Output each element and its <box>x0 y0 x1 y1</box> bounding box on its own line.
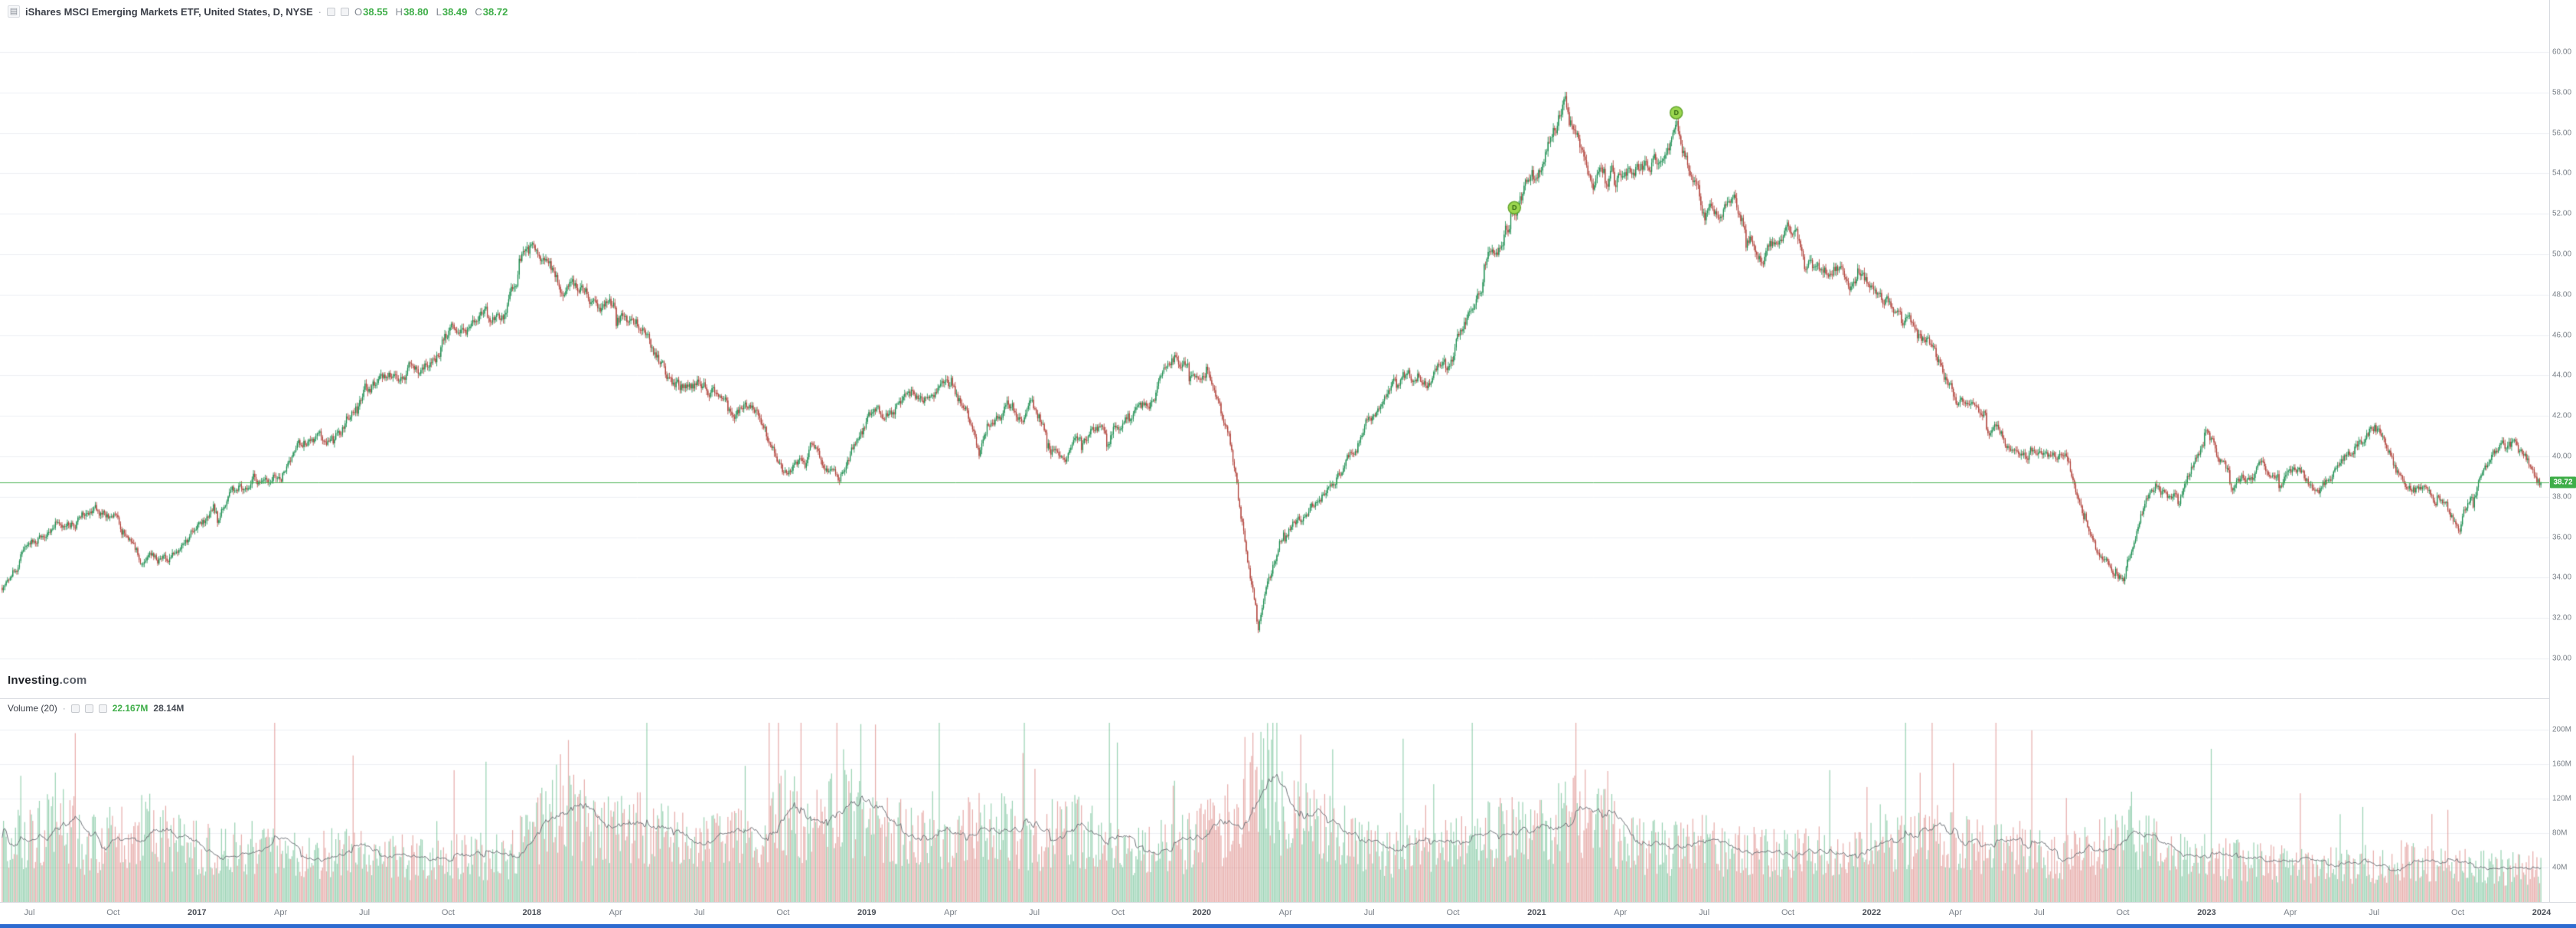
time-tick-label: Oct <box>1781 908 1795 917</box>
time-tick-label: Jul <box>1363 908 1375 917</box>
header-mini-icon-2[interactable] <box>341 7 349 16</box>
time-tick-label: Apr <box>274 908 288 917</box>
volume-current-value: 22.167M <box>112 703 149 714</box>
time-tick-label: Apr <box>944 908 958 917</box>
volume-tick-label: 80M <box>2552 828 2568 838</box>
volume-tick-label: 200M <box>2552 725 2572 734</box>
candlestick-chart-canvas[interactable] <box>0 0 2549 902</box>
volume-ma-value: 28.14M <box>153 703 184 714</box>
time-tick-label: Oct <box>2116 908 2130 917</box>
investing-com-logo: Investing.com <box>8 674 87 687</box>
price-tick-label: 52.00 <box>2552 209 2572 218</box>
price-tick-label: 36.00 <box>2552 533 2572 542</box>
time-tick-label: 2019 <box>857 908 877 917</box>
time-tick-label: 2021 <box>1527 908 1546 917</box>
time-tick-label: Jul <box>1029 908 1040 917</box>
price-tick-label: 32.00 <box>2552 613 2572 622</box>
price-tick-label: 60.00 <box>2552 47 2572 57</box>
volume-tick-label: 40M <box>2552 863 2568 872</box>
time-tick-label: Jul <box>2369 908 2380 917</box>
symbol-title: iShares MSCI Emerging Markets ETF, Unite… <box>25 5 313 18</box>
price-axis[interactable]: 30.00 32.00 34.00 36.00 38.00 40.00 42.00 44.00… <box>2549 0 2576 902</box>
volume-header-separator: · <box>62 703 66 714</box>
ohlc-values: O38.55 H38.80 L38.49 C38.72 <box>354 6 508 18</box>
time-tick-label: Apr <box>1948 908 1962 917</box>
symbol-header: ▤ iShares MSCI Emerging Markets ETF, Uni… <box>8 5 508 18</box>
price-tick-label: 40.00 <box>2552 452 2572 461</box>
ohlc-open: O38.55 <box>354 5 388 18</box>
time-tick-label: 2022 <box>1862 908 1882 917</box>
logo-suffix-text: .com <box>59 674 87 687</box>
price-tick-label: 54.00 <box>2552 168 2572 178</box>
time-tick-label: Jul <box>24 908 35 917</box>
time-tick-label: Oct <box>1111 908 1125 917</box>
indicator-delete-icon[interactable] <box>98 704 107 713</box>
time-tick-label: Jul <box>2033 908 2045 917</box>
time-tick-label: 2024 <box>2532 908 2552 917</box>
volume-indicator-label: Volume (20) <box>8 703 57 714</box>
volume-indicator-header: Volume (20) · 22.167M 28.14M <box>8 703 184 714</box>
price-tick-label: 30.00 <box>2552 654 2572 663</box>
bottom-scrollbar[interactable] <box>0 924 2576 928</box>
time-tick-label: 2018 <box>522 908 542 917</box>
time-tick-label: 2023 <box>2197 908 2216 917</box>
header-mini-icon-1[interactable] <box>327 7 335 16</box>
price-tick-label: 50.00 <box>2552 250 2572 259</box>
time-tick-label: Jul <box>358 908 371 917</box>
time-tick-label: Oct <box>776 908 790 917</box>
indicator-visibility-icon[interactable] <box>70 704 80 713</box>
time-tick-label: Oct <box>106 908 120 917</box>
price-tick-label: 58.00 <box>2552 88 2572 97</box>
time-axis[interactable]: Jul Oct 2017 Apr Jul Oct 2018 Apr Jul Oct 2019 Apr J… <box>0 902 2576 925</box>
header-separator: · <box>318 5 322 18</box>
price-tick-label: 56.00 <box>2552 129 2572 138</box>
price-tick-label: 34.00 <box>2552 573 2572 582</box>
pane-separator[interactable] <box>0 698 2576 699</box>
ohlc-high: H38.80 <box>395 5 429 18</box>
time-tick-label: Apr <box>1278 908 1292 917</box>
volume-tick-label: 160M <box>2552 760 2572 769</box>
ohlc-close: C38.72 <box>475 5 508 18</box>
time-tick-label: Jul <box>1699 908 1710 917</box>
time-tick-label: Oct <box>441 908 455 917</box>
volume-tick-label: 120M <box>2552 794 2572 803</box>
last-price-tag: 38.72 <box>2550 476 2576 489</box>
ohlc-low: L38.49 <box>436 5 468 18</box>
time-tick-label: Apr <box>2284 908 2297 917</box>
chart-menu-icon[interactable]: ▤ <box>8 5 20 18</box>
price-tick-label: 48.00 <box>2552 290 2572 299</box>
time-tick-label: 2020 <box>1192 908 1212 917</box>
time-tick-label: 2017 <box>187 908 207 917</box>
time-tick-label: Oct <box>2451 908 2465 917</box>
price-tick-label: 38.00 <box>2552 492 2572 502</box>
time-tick-label: Oct <box>1446 908 1460 917</box>
price-tick-label: 44.00 <box>2552 371 2572 380</box>
time-tick-label: Apr <box>1614 908 1628 917</box>
indicator-settings-icon[interactable] <box>84 704 93 713</box>
time-tick-label: Apr <box>609 908 622 917</box>
time-tick-label: Jul <box>694 908 705 917</box>
logo-brand-text: Investing <box>8 674 60 687</box>
price-tick-label: 46.00 <box>2552 331 2572 340</box>
price-tick-label: 42.00 <box>2552 411 2572 420</box>
